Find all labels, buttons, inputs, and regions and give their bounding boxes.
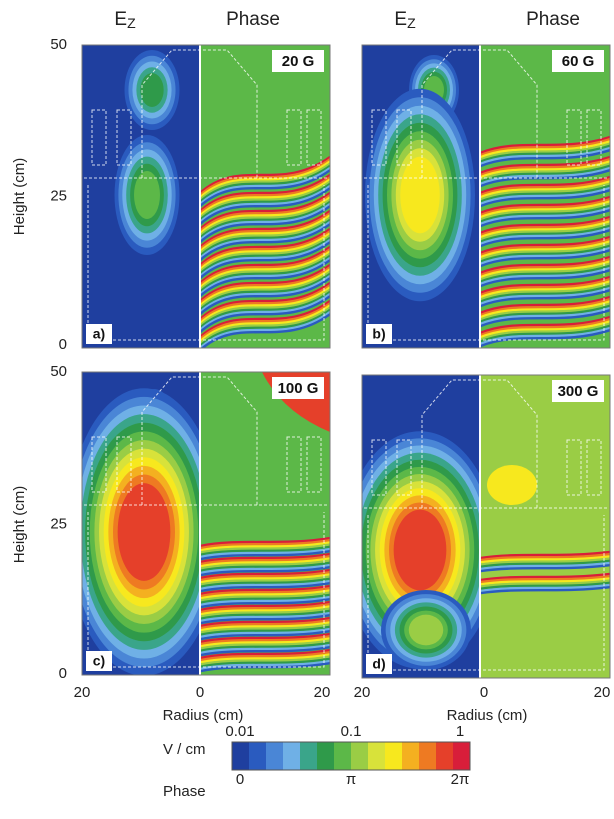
panel: 300 G d) bbox=[343, 375, 611, 678]
colorbar-swatch bbox=[249, 742, 267, 770]
ez-main: E bbox=[114, 9, 127, 30]
panel-body bbox=[67, 372, 331, 676]
colorbar-bottom-tick: π bbox=[346, 771, 356, 788]
colorbar-swatch bbox=[300, 742, 318, 770]
colorbar-top-tick: 1 bbox=[456, 723, 464, 740]
colorbar-swatch bbox=[266, 742, 284, 770]
colorbar-swatch bbox=[317, 742, 335, 770]
ez-contour bbox=[394, 510, 447, 591]
ez-contour bbox=[140, 73, 163, 107]
y-tick-label: 25 bbox=[50, 187, 67, 204]
colorbar-swatch bbox=[334, 742, 352, 770]
colorbar-top-tick: 0.01 bbox=[225, 723, 254, 740]
field-label: 300 G bbox=[558, 383, 599, 400]
phase-region bbox=[487, 465, 537, 505]
field-label: 60 G bbox=[562, 53, 595, 70]
y-axis-label: Height (cm) bbox=[11, 158, 28, 236]
x-tick-label: 0 bbox=[196, 684, 204, 701]
x-axis-label: Radius (cm) bbox=[163, 707, 244, 724]
panel-tag: a) bbox=[93, 326, 105, 342]
y-axis-label: Height (cm) bbox=[11, 486, 28, 564]
colorbar-swatch bbox=[232, 742, 250, 770]
colorbar-swatch bbox=[419, 742, 437, 770]
ez-main: E bbox=[394, 9, 407, 30]
panel: 100 G c) bbox=[67, 372, 331, 676]
panel-tag: b) bbox=[372, 326, 385, 342]
x-tick-label: 20 bbox=[314, 684, 331, 701]
colorbar-swatch bbox=[453, 742, 471, 770]
colorbar-swatch bbox=[351, 742, 369, 770]
colorbar-phase: Phase bbox=[163, 783, 206, 800]
ez-contour bbox=[118, 483, 171, 581]
figure: 20 Ga)60 Gb)100 Gc)300 Gd)EZPhaseEZPhase… bbox=[0, 0, 614, 819]
y-tick-label: 50 bbox=[50, 36, 67, 53]
field-label: 20 G bbox=[282, 53, 315, 70]
colorbar-top-tick: 0.1 bbox=[341, 723, 362, 740]
colorbar-swatch bbox=[368, 742, 386, 770]
panel: 60 G b) bbox=[362, 45, 610, 348]
x-tick-label: 0 bbox=[480, 684, 488, 701]
panel-tag: c) bbox=[93, 653, 105, 669]
x-axis-label: Radius (cm) bbox=[447, 707, 528, 724]
x-tick-label: 20 bbox=[74, 684, 91, 701]
colorbar-bottom-tick: 0 bbox=[236, 771, 244, 788]
colorbar-unit: V / cm bbox=[163, 741, 206, 758]
phase-header: Phase bbox=[526, 9, 580, 30]
panel-body bbox=[362, 45, 610, 348]
field-label: 100 G bbox=[278, 380, 319, 397]
ez-sub: Z bbox=[407, 15, 416, 31]
phase-map bbox=[480, 375, 610, 678]
colorbar-bottom-tick: 2π bbox=[451, 771, 470, 788]
panel-body bbox=[343, 375, 611, 678]
y-tick-label: 0 bbox=[59, 665, 67, 682]
ez-contour bbox=[400, 157, 440, 234]
colorbar-swatch bbox=[402, 742, 420, 770]
x-tick-label: 20 bbox=[354, 684, 371, 701]
ez-header: EZ bbox=[394, 9, 416, 31]
colorbar-swatch bbox=[436, 742, 454, 770]
ez-sub: Z bbox=[127, 15, 136, 31]
colorbar-swatch bbox=[283, 742, 301, 770]
ez-header: EZ bbox=[114, 9, 136, 31]
panel: 20 G a) bbox=[82, 45, 330, 350]
panel-tag: d) bbox=[372, 656, 385, 672]
colorbar-swatch bbox=[385, 742, 403, 770]
x-tick-label: 20 bbox=[594, 684, 611, 701]
y-tick-label: 50 bbox=[50, 363, 67, 380]
ez-contour bbox=[409, 615, 443, 646]
panel-body bbox=[82, 45, 330, 350]
y-tick-label: 25 bbox=[50, 515, 67, 532]
phase-header: Phase bbox=[226, 9, 280, 30]
y-tick-label: 0 bbox=[59, 336, 67, 353]
